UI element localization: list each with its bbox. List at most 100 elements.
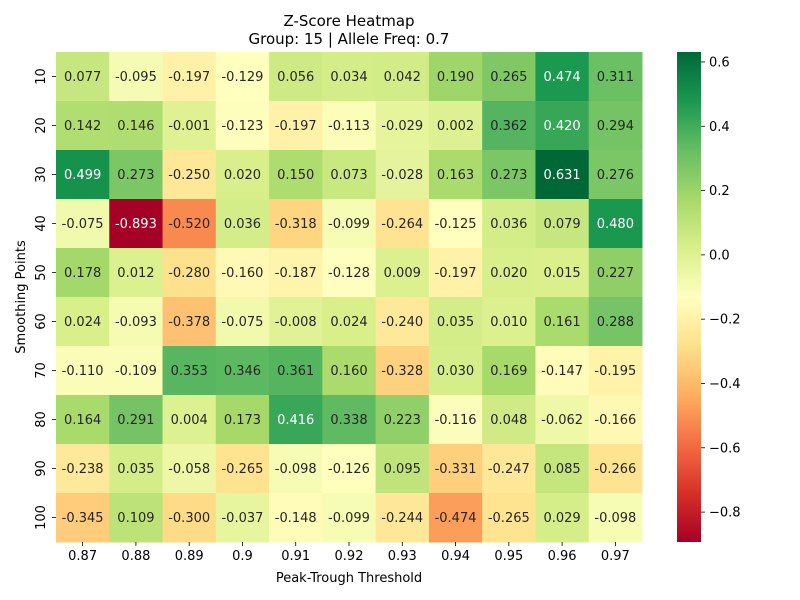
cell-value-label: -0.247 [488,462,530,477]
heatmap-cell [428,101,483,151]
cell-value-label: -0.318 [275,217,317,232]
heatmap-cell [428,150,483,200]
cell-value-label: 0.048 [490,413,527,428]
colorbar-tick-label: 0.4 [709,120,730,135]
cell-value-label: 0.160 [330,364,367,379]
cell-value-label: 0.227 [597,266,634,281]
cell-value-label: 0.035 [437,315,474,330]
heatmap-cell [428,248,483,298]
heatmap-cell [269,493,323,543]
heatmap-cell [162,199,217,249]
cell-value-label: 0.034 [330,70,367,85]
cell-value-label: -0.116 [435,413,477,428]
cell-value-label: 0.338 [330,413,367,428]
cell-value-label: -0.095 [115,70,157,85]
heatmap-cell [109,493,164,543]
x-tick-label: 0.88 [121,549,150,564]
cell-value-label: 0.079 [543,217,580,232]
heatmap-cell [162,444,217,494]
heatmap-cell [482,444,536,494]
cell-value-label: 0.294 [597,119,634,134]
cell-value-label: -0.126 [328,462,370,477]
x-tick-label: 0.97 [601,549,630,564]
cell-value-label: -0.300 [168,511,210,526]
cell-value-label: -0.110 [62,364,104,379]
cell-value-label: -0.197 [435,266,477,281]
heatmap-cell [215,395,270,445]
heatmap-cell [375,150,430,200]
y-tick-label: 80 [34,411,49,428]
x-tick-label: 0.94 [441,549,470,564]
heatmap-cell [269,52,323,102]
heatmap-cell [269,101,323,151]
heatmap-cell [322,101,377,151]
cell-value-label: 0.416 [277,413,314,428]
cell-value-label: 0.024 [64,315,101,330]
heatmap-cell [215,199,270,249]
heatmap-cell [109,150,164,200]
x-axis-label: Peak-Trough Threshold [276,571,422,586]
heatmap-cell [322,52,377,102]
x-tick-label: 0.9 [232,549,253,564]
heatmap-cell [535,493,590,543]
heatmap-cell [375,199,430,249]
y-tick-label: 70 [34,362,49,379]
heatmap-cell [322,444,377,494]
cell-value-label: 0.020 [224,168,261,183]
cell-value-label: 0.223 [384,413,421,428]
heatmap-cell [162,493,217,543]
heatmap-cell [588,297,643,347]
colorbar-tick-label: 0.0 [709,248,730,263]
heatmap-cell [535,52,590,102]
heatmap-cell [56,297,110,347]
heatmap-cell [588,444,643,494]
cell-value-label: -0.187 [275,266,317,281]
cell-value-label: 0.150 [277,168,314,183]
cell-value-label: -0.265 [488,511,530,526]
colorbar-tick-label: 0.6 [709,55,730,70]
cell-value-label: -0.148 [275,511,317,526]
cell-value-label: 0.164 [64,413,101,428]
cell-value-label: 0.311 [597,70,634,85]
heatmap-cell [428,199,483,249]
cell-value-label: -0.099 [328,217,370,232]
heatmap-cell [269,199,323,249]
cell-value-label: -0.893 [115,217,157,232]
heatmap-cell [588,199,643,249]
cell-value-label: 0.095 [384,462,421,477]
x-tick-label: 0.92 [335,549,364,564]
cell-value-label: -0.474 [435,511,477,526]
cell-value-label: -0.129 [221,70,263,85]
heatmap-cell [56,346,110,396]
cell-value-label: -0.378 [168,315,210,330]
cell-value-label: 0.056 [277,70,314,85]
heatmap-cell [162,52,217,102]
colorbar-tick-label: −0.4 [709,377,741,392]
cell-value-label: 0.142 [64,119,101,134]
heatmap-cell [56,150,110,200]
heatmap-cell [56,101,110,151]
heatmap-cell [535,346,590,396]
cell-value-label: 0.273 [490,168,527,183]
heatmap-cell [375,395,430,445]
heatmap-cell [428,346,483,396]
heatmap-cell [482,493,536,543]
cell-value-label: -0.265 [221,462,263,477]
cell-value-label: 0.035 [117,462,154,477]
cell-value-label: -0.113 [328,119,370,134]
y-tick-label: 60 [34,313,49,330]
cell-value-label: 0.499 [64,168,101,183]
heatmap-cell [109,444,164,494]
heatmap-cell [162,248,217,298]
heatmap-cell [482,297,536,347]
heatmap-cell [269,346,323,396]
cell-value-label: 0.010 [490,315,527,330]
cell-value-label: -0.244 [381,511,423,526]
cell-value-label: 0.002 [437,119,474,134]
y-tick-label: 50 [34,264,49,281]
cell-value-label: 0.020 [490,266,527,281]
cell-value-label: 0.190 [437,70,474,85]
heatmap-cell [482,395,536,445]
heatmap-cell [109,199,164,249]
chart-title: Z-Score Heatmap [283,12,414,30]
